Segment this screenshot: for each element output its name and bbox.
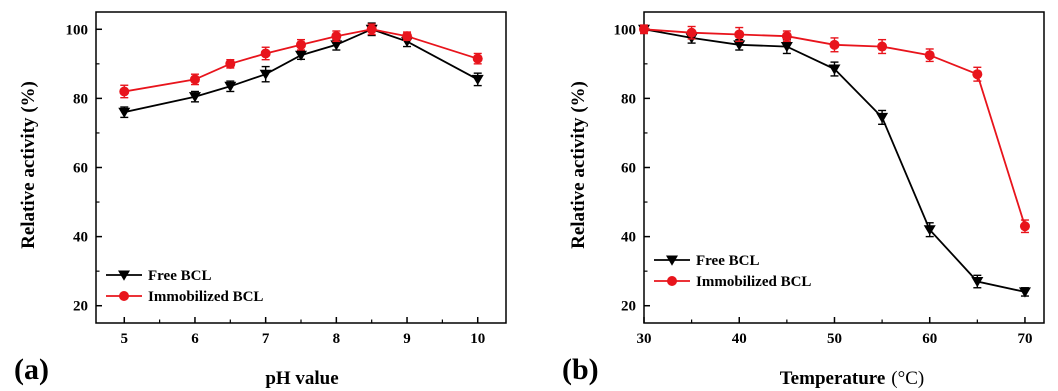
panel-a-series-immobilized-point	[260, 48, 271, 59]
panel-a-x-tick-label: 5	[121, 331, 129, 347]
panel-a-series-immobilized-point	[189, 74, 200, 85]
panel-a: (a) pH value Relative activity (%) 5 6 7 8 9…	[14, 11, 507, 389]
panel-a-label: (a)	[14, 353, 49, 386]
panel-a-series-immobilized	[119, 23, 483, 99]
panel-b-series-immobilized-point	[972, 69, 983, 80]
panel-a-x-tick-label: 9	[403, 331, 411, 347]
panel-b-x-tick-label: 70	[1017, 331, 1032, 347]
panel-b-x-tick-label: 40	[732, 331, 747, 347]
panel-b: (b) Temperature (°C) Relative activity (%…	[562, 11, 1045, 389]
panel-b-x-tick-label: 30	[637, 331, 652, 347]
panel-a-series-free-point	[118, 107, 131, 118]
panel-a-y-axis-title: Relative activity (%)	[18, 81, 39, 249]
panel-a-series-immobilized-point	[402, 31, 413, 42]
panel-b-series-free-point	[971, 277, 984, 288]
panel-a-x-tick-label: 10	[470, 331, 485, 347]
panel-b-series-free-point	[923, 225, 936, 236]
panel-b-legend-entry: Free BCL	[654, 253, 759, 269]
panel-b-x-axis-unit: (°C)	[891, 368, 924, 389]
panel-a-series-immobilized-point	[119, 86, 130, 97]
panel-a-legend-entry: Immobilized BCL	[106, 289, 263, 305]
panel-b-series-free	[638, 24, 1031, 298]
panel-a-series-free-point	[471, 74, 484, 86]
panel-b-legend-entry: Immobilized BCL	[654, 274, 811, 290]
panel-b-legend-label: Immobilized BCL	[696, 274, 811, 290]
panel-b-series-immobilized-point	[1019, 221, 1030, 232]
panel-a-x-tick-label: 7	[262, 331, 270, 347]
panel-b-x-axis-title: Temperature (°C)	[780, 368, 924, 389]
panel-a-legend-swatch-marker	[118, 270, 130, 281]
panel-a-series-free	[118, 22, 484, 119]
panel-b-legend-swatch-marker	[666, 255, 678, 266]
panel-b-legend-swatch-marker	[667, 276, 677, 286]
panel-a-series-immobilized-point	[472, 53, 483, 64]
panel-b-series-immobilized-point	[686, 27, 697, 38]
panel-a-x-tick-label: 6	[191, 331, 199, 347]
panel-b-label: (b)	[562, 353, 599, 386]
panel-a-series-free-point	[224, 81, 237, 92]
panel-b-y-axis-title: Relative activity (%)	[568, 81, 589, 249]
panel-a-y-tick-label: 80	[73, 91, 88, 107]
panel-a-legend-entry: Free BCL	[106, 268, 211, 284]
panel-b-series-immobilized	[639, 24, 1030, 234]
panel-a-y-tick-label: 40	[73, 230, 88, 246]
panel-a-x-tick-label: 8	[333, 331, 341, 347]
panel-b-series-free-point	[733, 40, 746, 51]
panel-b-y-tick-label: 40	[621, 230, 636, 246]
panel-a-legend-swatch-marker	[119, 291, 129, 301]
panel-a-series-immobilized-point	[331, 31, 342, 42]
panel-a-legend-label: Immobilized BCL	[148, 289, 263, 305]
panel-a-series-free-point	[295, 50, 307, 61]
panel-a-x-axis-title: pH value	[265, 368, 338, 389]
panel-a-legend-label: Free BCL	[148, 268, 211, 284]
panel-b-y-tick-label: 100	[614, 22, 637, 38]
panel-a-series-free-point	[330, 40, 343, 51]
panel-b-y-tick-label: 80	[621, 91, 636, 107]
panel-b-series-free-point	[876, 112, 889, 124]
panel-a-series-immobilized-point	[366, 24, 377, 35]
panel-b-series-immobilized-point	[639, 24, 649, 35]
panel-b-series-free-point	[780, 42, 793, 53]
panel-b-x-tick-label: 50	[827, 331, 842, 347]
panel-b-series-immobilized-point	[924, 50, 935, 61]
panel-b-series-immobilized-point	[734, 29, 745, 40]
panel-a-y-tick-label: 100	[66, 22, 89, 38]
panel-a-series-free-point	[188, 92, 201, 103]
panel-b-series-immobilized-point	[781, 31, 792, 42]
panel-b-legend-label: Free BCL	[696, 253, 759, 269]
panel-b-series-free-point	[828, 64, 841, 75]
panel-b-series-free-point	[1018, 287, 1031, 298]
panel-b-y-tick-label: 20	[621, 299, 636, 315]
panel-a-y-tick-label: 20	[73, 299, 88, 315]
panel-b-series-immobilized-line	[643, 28, 1026, 227]
panel-a-series-immobilized-point	[296, 39, 306, 50]
panel-b-x-tick-label: 60	[922, 331, 937, 347]
panel-b-x-axis-title-main: Temperature	[780, 368, 886, 389]
panel-a-y-tick-label: 60	[73, 161, 88, 177]
panel-b-series-immobilized-point	[829, 39, 840, 50]
panel-a-series-immobilized-point	[225, 58, 236, 69]
panel-b-y-tick-label: 60	[621, 161, 636, 177]
panel-b-series-immobilized-point	[877, 41, 888, 52]
panel-a-series-free-point	[259, 69, 272, 80]
